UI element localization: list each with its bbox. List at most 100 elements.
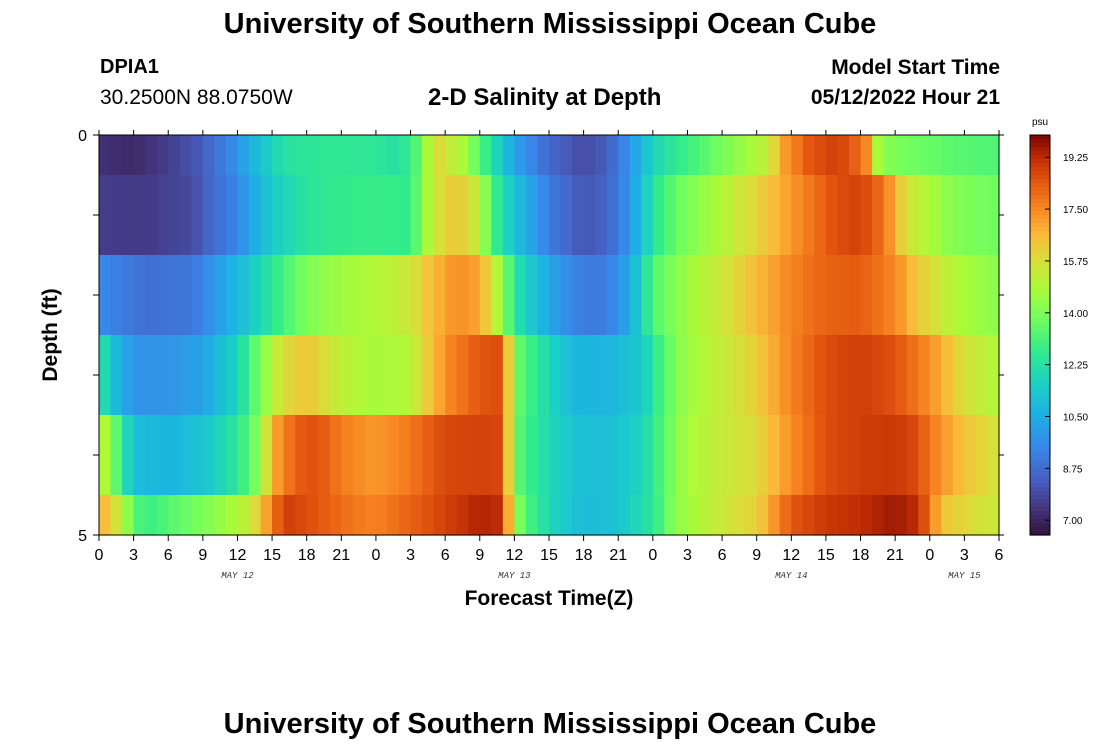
heat-cell: [479, 335, 492, 416]
heat-cell: [641, 335, 654, 416]
heat-cell: [560, 175, 573, 256]
heat-cell: [479, 255, 492, 336]
heat-cell: [399, 175, 412, 256]
colorbar-frame: [1029, 134, 1051, 536]
heat-cell: [133, 335, 146, 416]
heat-cell: [929, 135, 942, 176]
colorbar-tick-label: 14.00: [1063, 309, 1088, 320]
heat-cell: [652, 255, 665, 336]
heat-cell: [156, 495, 169, 536]
colorbar-swatch: [1030, 495, 1050, 500]
colorbar-swatch: [1030, 311, 1050, 316]
heat-cell: [722, 255, 735, 336]
heat-cell: [352, 175, 365, 256]
heat-cell: [895, 175, 908, 256]
heat-cell: [502, 255, 515, 336]
heat-cell: [560, 135, 573, 176]
colorbar-swatch: [1030, 399, 1050, 404]
heat-cell: [272, 255, 285, 336]
colorbar-swatch: [1030, 411, 1050, 416]
heat-cell: [433, 495, 446, 536]
colorbar-swatch: [1030, 283, 1050, 288]
colorbar-swatch: [1030, 483, 1050, 488]
heat-cell: [329, 255, 342, 336]
heat-cell: [502, 135, 515, 176]
heat-cell: [456, 495, 469, 536]
heat-cell: [260, 255, 273, 336]
heat-cell: [202, 415, 215, 496]
heat-cell: [860, 415, 873, 496]
colorbar-swatch: [1030, 423, 1050, 428]
heat-cell: [895, 135, 908, 176]
heat-cell: [502, 415, 515, 496]
heat-cell: [295, 255, 308, 336]
heat-cell: [99, 335, 112, 416]
heat-cell: [872, 255, 885, 336]
heat-cell: [733, 495, 746, 536]
heat-cell: [191, 175, 204, 256]
heat-cell: [168, 135, 181, 176]
heat-cell: [664, 135, 677, 176]
heat-cell: [145, 255, 158, 336]
heat-cell: [433, 135, 446, 176]
heat-cell: [237, 415, 250, 496]
heat-cell: [837, 135, 850, 176]
heat-cell: [549, 175, 562, 256]
x-tick-label: 21: [886, 547, 904, 564]
x-tick-label: 18: [575, 547, 593, 564]
heat-cell: [918, 415, 931, 496]
heat-cell: [399, 495, 412, 536]
colorbar-swatch: [1030, 151, 1050, 156]
colorbar-swatch: [1030, 419, 1050, 424]
heat-cell: [410, 495, 423, 536]
colorbar-swatch: [1030, 179, 1050, 184]
heat-cell: [272, 135, 285, 176]
heat-cell: [514, 335, 527, 416]
heat-cell: [825, 255, 839, 336]
heat-cell: [445, 415, 458, 496]
colorbar-swatch: [1030, 407, 1050, 412]
colorbar-swatch: [1030, 143, 1050, 148]
heat-cell: [145, 135, 158, 176]
colorbar-swatch: [1030, 195, 1050, 200]
heat-cell: [675, 335, 689, 416]
heat-cell: [537, 495, 550, 536]
heat-cell: [249, 255, 262, 336]
heat-cell: [225, 495, 239, 536]
heat-cell: [260, 415, 273, 496]
heat-cell: [918, 335, 931, 416]
heat-cell: [502, 495, 515, 536]
heat-cell: [352, 335, 365, 416]
heat-cell: [675, 255, 689, 336]
heat-cell: [191, 495, 204, 536]
heat-cell: [560, 255, 573, 336]
x-tick-label: 15: [540, 547, 558, 564]
heat-cell: [641, 415, 654, 496]
heat-cell: [583, 255, 596, 336]
heat-cell: [272, 415, 285, 496]
heat-cell: [664, 415, 677, 496]
heat-cell: [583, 415, 596, 496]
heat-cell: [375, 495, 389, 536]
heat-cell: [433, 175, 446, 256]
heat-cell: [952, 335, 965, 416]
heat-cell: [802, 175, 815, 256]
heat-cell: [410, 175, 423, 256]
heat-cell: [295, 495, 308, 536]
heat-cell: [699, 335, 712, 416]
heat-cell: [110, 255, 123, 336]
heat-cell: [329, 415, 342, 496]
heat-cell: [825, 175, 839, 256]
x-tick-label: 0: [925, 547, 934, 564]
heat-cell: [306, 415, 319, 496]
heat-cell: [549, 415, 562, 496]
heat-cell: [110, 175, 123, 256]
colorbar-swatch: [1030, 367, 1050, 372]
heat-cell: [514, 255, 527, 336]
heat-cell: [779, 255, 792, 336]
heat-cell: [375, 175, 389, 256]
colorbar-tick-label: 10.50: [1063, 412, 1088, 423]
heat-cell: [306, 135, 319, 176]
colorbar-swatch: [1030, 171, 1050, 176]
heat-cell: [941, 135, 954, 176]
